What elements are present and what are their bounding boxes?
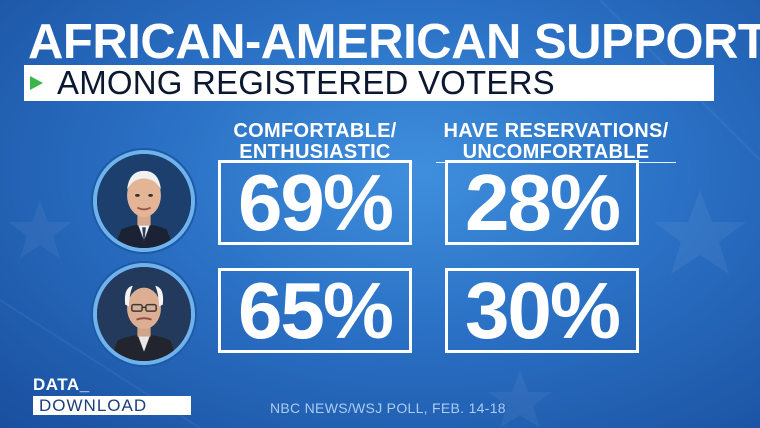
column-header-line: COMFORTABLE/ bbox=[233, 120, 397, 142]
data-download-logo: DATA_ DOWNLOAD bbox=[33, 376, 191, 415]
column-header-reservations: HAVE RESERVATIONS/ UNCOMFORTABLE bbox=[436, 121, 676, 163]
column-header-line: ENTHUSIASTIC bbox=[239, 141, 391, 163]
stat-biden-comfortable: 69% bbox=[218, 160, 412, 245]
page-subtitle: AMONG REGISTERED VOTERS bbox=[57, 64, 555, 101]
source-credit: NBC NEWS/WSJ POLL, FEB. 14-18 bbox=[270, 400, 506, 416]
stat-biden-reservations: 28% bbox=[445, 160, 639, 245]
logo-line-download: DOWNLOAD bbox=[33, 396, 191, 415]
candidate-photo-sanders bbox=[93, 263, 195, 365]
column-header-line: HAVE RESERVATIONS/ bbox=[443, 120, 669, 142]
column-header-line: UNCOMFORTABLE bbox=[462, 141, 650, 163]
candidate-photo-biden bbox=[93, 150, 195, 252]
triangle-arrow-icon bbox=[30, 76, 43, 90]
subtitle-bar: AMONG REGISTERED VOTERS bbox=[24, 65, 714, 101]
page-title: AFRICAN-AMERICAN SUPPORT bbox=[28, 15, 760, 69]
person-portrait-icon bbox=[97, 267, 191, 361]
person-portrait-icon bbox=[97, 154, 191, 248]
stat-sanders-comfortable: 65% bbox=[218, 268, 412, 353]
stat-sanders-reservations: 30% bbox=[445, 268, 639, 353]
logo-line-data: DATA_ bbox=[33, 375, 90, 394]
column-header-comfortable: COMFORTABLE/ ENTHUSIASTIC bbox=[220, 121, 410, 163]
